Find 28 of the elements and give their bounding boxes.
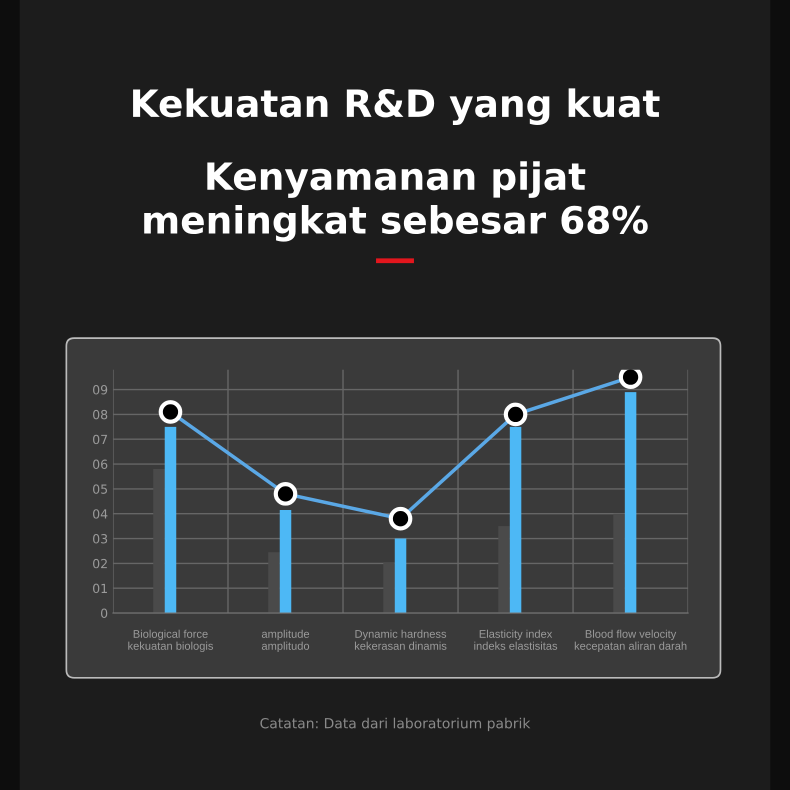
x-tick-label: Dynamic hardness kekerasan dinamis: [354, 630, 446, 650]
y-tick-label: 0: [100, 608, 108, 618]
y-tick-label: 08: [93, 410, 108, 420]
bar: [498, 526, 510, 614]
y-tick-label: 02: [93, 558, 107, 568]
y-tick-label: 06: [93, 460, 108, 469]
y-tick-label: 04: [93, 509, 108, 519]
y-tick-label: 09: [93, 385, 108, 395]
bar: [280, 510, 292, 614]
x-tick-label: Elasticity index indeks elastisitas: [474, 630, 558, 650]
y-tick-label: 07: [93, 434, 108, 444]
bar: [383, 562, 395, 614]
chart-title: Kekuatan R&D yang kuat: [133, 88, 660, 125]
y-tick-label: 03: [93, 534, 108, 544]
bar: [153, 469, 165, 614]
bar: [164, 426, 176, 614]
bar: [624, 392, 636, 614]
x-tick-label: Biological force kekuatan biologis: [128, 630, 214, 652]
bar: [394, 538, 406, 614]
bar: [268, 552, 280, 614]
y-tick-label: 05: [93, 484, 108, 494]
chart-subtitle: Kenyamanan pijat meningkat sebesar 68%: [144, 161, 648, 242]
bar: [510, 426, 522, 614]
y-tick-label: 01: [93, 584, 107, 594]
x-tick-label: amplitude amplitudo: [262, 630, 310, 652]
x-tick-label: Blood flow velocity kecepatan aliran darah: [574, 630, 686, 652]
bar: [613, 514, 625, 614]
text: Catatan: Data dari laboratorium pabrik: [260, 718, 530, 732]
